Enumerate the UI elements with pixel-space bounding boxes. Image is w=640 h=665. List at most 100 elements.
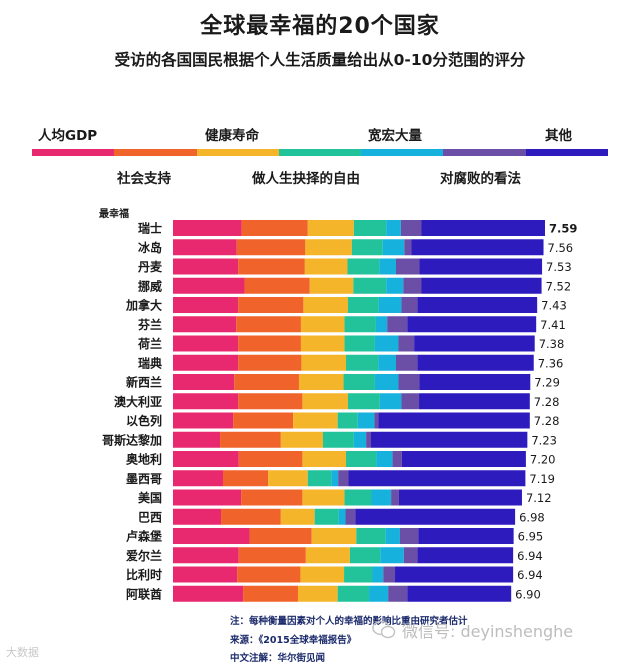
bar-segment [355,508,516,525]
bar-segment [301,354,347,371]
bar-segment [280,508,315,525]
score-label: 6.94 [517,549,543,563]
bar-segment [383,566,396,583]
country-label: 澳大利亚 [114,394,162,409]
score-label: 7.29 [534,376,560,390]
score-label: 7.52 [546,279,572,293]
score-label: 7.53 [546,260,572,274]
country-label: 墨西哥 [126,472,162,486]
bar-segment [293,412,338,429]
bar-segment [386,277,404,294]
bar-segment [297,585,338,602]
bar-segment [220,431,281,448]
bar-segment [300,566,345,583]
legend-label-corruption: 对腐败的看法 [440,171,521,187]
bar-segment [403,547,418,564]
bar-segment [268,470,308,487]
watermark-left: 大数据 [6,646,39,659]
best-label: 最幸福 [99,209,129,220]
bar-segment [399,528,419,544]
legend-swatch-health [196,149,279,156]
score-label: 6.90 [515,587,541,601]
score-label: 7.36 [538,356,564,370]
bar-segment [419,374,531,390]
bar-segment [344,489,372,506]
bar-segment [238,393,303,410]
bar-segment [374,412,379,429]
bar-segment [173,374,235,390]
country-label: 比利时 [126,567,162,582]
bar-segment [401,393,420,410]
bar-segment [221,508,281,525]
bar-segment [387,316,408,333]
bar-segment [418,528,514,544]
bar-segment [349,547,381,564]
translation-credit: 中文注解：华尔街见闻 [230,653,326,664]
bar-segment [376,451,393,467]
bar-segment [173,470,223,487]
bar-segment [244,277,310,294]
bar-segment [233,412,294,429]
legend-swatch-freedom [278,149,362,156]
legend-label-freedom: 做人生抉择的自由 [252,171,360,187]
bar-segment [344,566,373,583]
note-text: 注：每种衡量因素对个人的幸福的影响比重由研究者估计 [230,616,468,627]
bar-segment [378,354,396,371]
legend-label-gdp: 人均GDP [38,128,98,144]
country-label: 以色列 [126,413,162,428]
bar-segment [401,297,418,313]
bar-segment [417,297,538,313]
bar-segment [238,354,302,371]
bar-segment [344,316,376,333]
bar-segment [173,585,244,602]
legend-label-health: 健康寿命 [205,128,259,144]
bar-segment [173,451,239,467]
bar-segment [238,258,305,275]
bar-segment [351,239,383,256]
bar-segment [307,470,332,487]
bar-segment [371,489,392,506]
bar-segment [353,277,387,294]
country-label: 冰岛 [138,240,162,255]
bar-segment [303,297,348,313]
bar-segment [369,585,389,602]
bar-segment [374,374,399,390]
score-label: 7.59 [549,222,577,236]
bar-segment [407,316,537,333]
bar-segment [371,431,528,448]
bar-segment [238,451,303,467]
score-label: 6.98 [519,510,545,524]
bar-segment [419,393,530,410]
country-label: 加拿大 [125,298,162,313]
bar-segment [398,489,522,506]
score-label: 6.94 [517,568,543,582]
bar-segment [238,297,304,313]
bar-segment [382,239,405,256]
bar-segment [173,335,239,352]
source-text: 来源：《2015全球幸福报告》 [230,635,357,646]
bar-segment [302,451,347,467]
bar-segment [241,489,303,506]
bar-segment [236,316,301,333]
bar-segment [237,566,301,583]
country-label: 挪威 [138,278,162,293]
bar-segment [236,239,306,256]
bar-segment [298,374,344,390]
bar-segment [386,220,401,236]
bar-segment [249,528,312,544]
bar-segment [357,412,375,429]
bar-segment [173,412,234,429]
country-label: 哥斯达黎加 [102,432,162,447]
score-label: 6.95 [518,530,544,544]
bar-segment [421,220,545,236]
bar-segment [173,528,250,544]
bar-segment [396,354,418,371]
bar-segment [302,489,345,506]
legend-color-bar [32,149,608,156]
legend-swatch-other [525,149,608,156]
bar-segment [347,258,380,275]
legend-label-other: 其他 [545,128,572,144]
bar-segment [173,316,237,333]
legend-label-social: 社会支持 [117,171,171,187]
